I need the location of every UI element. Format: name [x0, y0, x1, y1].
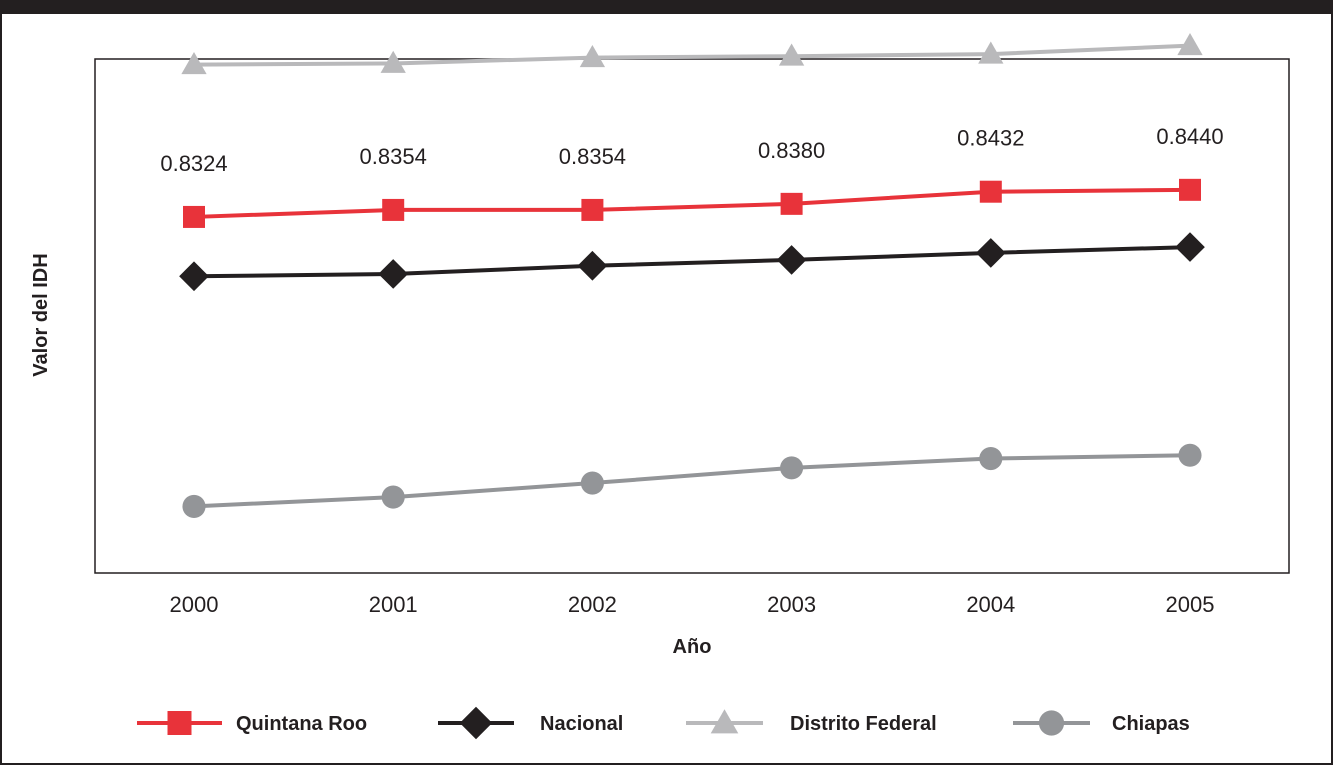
legend-item-distrito-federal: Distrito Federal [686, 709, 937, 735]
data-point-nacional [577, 250, 608, 281]
data-label: 0.8324 [160, 151, 227, 176]
data-point-chiapas [1178, 443, 1202, 467]
data-point-distrito-federal [1177, 33, 1203, 56]
data-point-chiapas [182, 494, 206, 518]
legend-marker-distrito-federal [710, 709, 739, 734]
data-label: 0.8354 [360, 144, 427, 169]
series-layer [179, 33, 1205, 518]
series-line-nacional [193, 245, 1191, 279]
x-axis-title: Año [673, 636, 712, 658]
legend-item-chiapas: Chiapas [1013, 710, 1190, 736]
data-point-distrito-federal [579, 44, 606, 68]
data-point-nacional [776, 245, 807, 275]
data-point-quintana-roo [382, 198, 405, 221]
legend-item-nacional: Nacional [438, 706, 623, 740]
x-tick-label: 2000 [170, 592, 219, 617]
x-tick-label: 2002 [568, 592, 617, 617]
legend-marker-quintana-roo [167, 711, 192, 735]
data-point-chiapas [780, 456, 804, 480]
data-point-quintana-roo [183, 205, 205, 228]
legend-label: Nacional [540, 713, 623, 735]
series-line-distrito-federal [193, 43, 1191, 67]
data-label: 0.8432 [957, 126, 1024, 151]
plot-area [94, 58, 1290, 574]
data-point-distrito-federal [778, 43, 805, 66]
data-point-quintana-roo [979, 180, 1002, 203]
legend-label: Chiapas [1112, 713, 1190, 735]
x-tick-labels: 2000 2001 2002 2003 2004 2005 [170, 592, 1215, 617]
series-nacional [179, 232, 1205, 292]
data-point-quintana-roo [581, 198, 604, 221]
series-quintana-roo [183, 178, 1201, 228]
x-tick-label: 2005 [1166, 592, 1215, 617]
legend: Quintana Roo Nacional Distrito Federal Chia… [137, 706, 1190, 740]
data-point-distrito-federal [380, 50, 406, 73]
legend-item-quintana-roo: Quintana Roo [137, 711, 367, 735]
data-point-quintana-roo [780, 192, 803, 215]
data-label: 0.8380 [758, 138, 825, 163]
data-point-nacional [378, 259, 409, 289]
data-point-quintana-roo [1179, 178, 1201, 201]
x-tick-label: 2003 [767, 592, 816, 617]
legend-marker-chiapas [1038, 710, 1065, 736]
data-label: 0.8440 [1156, 124, 1223, 149]
series-distrito-federal [181, 33, 1203, 75]
x-tick-label: 2004 [966, 592, 1015, 617]
series-chiapas [182, 443, 1202, 518]
legend-label: Quintana Roo [236, 713, 367, 735]
data-label: 0.8354 [559, 144, 626, 169]
data-point-nacional [1175, 232, 1205, 262]
data-point-chiapas [381, 485, 405, 509]
series-line-chiapas [193, 453, 1191, 509]
data-label-layer: 0.8324 0.8354 0.8354 0.8380 0.8432 0.8440 [160, 124, 1223, 176]
data-point-chiapas [979, 446, 1003, 471]
data-point-chiapas [580, 471, 604, 495]
data-point-distrito-federal [181, 51, 207, 75]
data-point-nacional [179, 261, 209, 292]
x-tick-label: 2001 [369, 592, 418, 617]
series-line-quintana-roo [193, 187, 1191, 219]
data-point-distrito-federal [978, 41, 1004, 64]
legend-label: Distrito Federal [790, 713, 937, 735]
y-axis-title: Valor del IDH [30, 253, 52, 376]
legend-marker-nacional [459, 706, 493, 740]
data-point-nacional [975, 238, 1006, 268]
